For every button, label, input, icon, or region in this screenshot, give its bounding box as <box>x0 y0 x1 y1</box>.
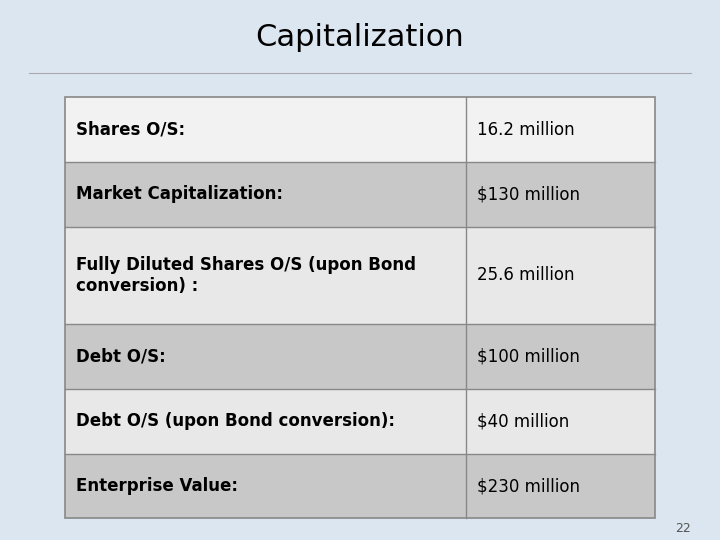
Text: $230 million: $230 million <box>477 477 580 495</box>
Bar <box>65 97 655 518</box>
Text: 25.6 million: 25.6 million <box>477 266 575 285</box>
Bar <box>65 389 467 454</box>
Text: $130 million: $130 million <box>477 185 580 204</box>
Bar <box>65 227 467 324</box>
Bar <box>467 97 655 162</box>
Bar <box>467 324 655 389</box>
Text: Debt O/S:: Debt O/S: <box>76 347 166 366</box>
Text: Shares O/S:: Shares O/S: <box>76 120 185 139</box>
Text: Enterprise Value:: Enterprise Value: <box>76 477 238 495</box>
Bar <box>65 454 467 518</box>
Bar <box>65 162 467 227</box>
Text: $100 million: $100 million <box>477 347 580 366</box>
Bar <box>467 389 655 454</box>
Text: Debt O/S (upon Bond conversion):: Debt O/S (upon Bond conversion): <box>76 412 395 430</box>
Bar <box>467 454 655 518</box>
Bar <box>467 162 655 227</box>
Bar <box>65 97 467 162</box>
Text: 16.2 million: 16.2 million <box>477 120 575 139</box>
Text: 22: 22 <box>675 522 691 535</box>
Bar <box>467 227 655 324</box>
Text: Fully Diluted Shares O/S (upon Bond
conversion) :: Fully Diluted Shares O/S (upon Bond conv… <box>76 256 415 295</box>
Text: Market Capitalization:: Market Capitalization: <box>76 185 283 204</box>
Text: Capitalization: Capitalization <box>256 23 464 52</box>
Text: $40 million: $40 million <box>477 412 570 430</box>
Bar <box>65 324 467 389</box>
